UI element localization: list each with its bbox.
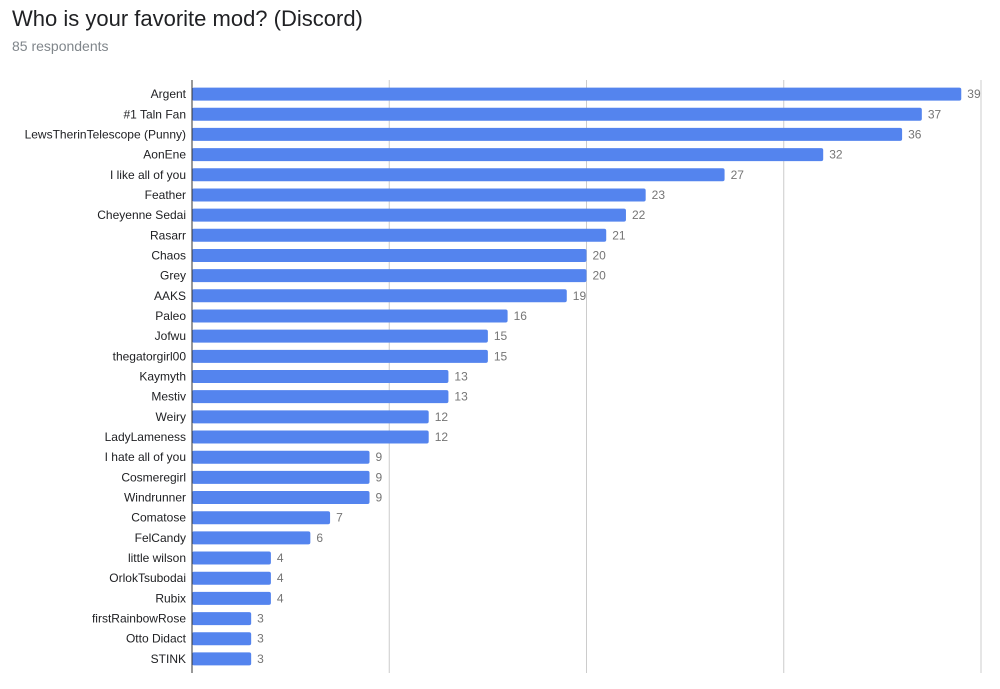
- bar: [192, 410, 429, 424]
- bar: [192, 591, 271, 605]
- category-label: Cheyenne Sedai: [97, 208, 186, 222]
- value-label: 9: [376, 450, 383, 464]
- category-label: Jofwu: [155, 329, 186, 343]
- category-label: Comatose: [131, 511, 186, 525]
- bar: [192, 511, 331, 525]
- value-label: 12: [435, 410, 449, 424]
- category-label: I like all of you: [110, 168, 186, 182]
- bar: [192, 188, 646, 202]
- bar: [192, 148, 824, 162]
- value-label: 15: [494, 349, 508, 363]
- bar: [192, 228, 607, 242]
- category-label: #1 Taln Fan: [124, 107, 187, 121]
- value-label: 6: [316, 531, 323, 545]
- category-label: Rasarr: [150, 228, 186, 242]
- category-label: LadyLameness: [105, 430, 186, 444]
- category-label: Argent: [151, 87, 187, 101]
- chart-title: Who is your favorite mod? (Discord): [12, 6, 363, 31]
- category-label: Paleo: [155, 309, 186, 323]
- category-label: Otto Didact: [126, 632, 187, 646]
- bar: [192, 430, 429, 444]
- labels: Argent 39#1 Taln Fan 37LewsTherinTelescope…: [25, 87, 981, 666]
- value-label: 4: [277, 571, 284, 585]
- category-label: Cosmeregirl: [121, 470, 186, 484]
- category-label: I hate all of you: [105, 450, 186, 464]
- value-label: 20: [593, 248, 607, 262]
- value-label: 13: [454, 390, 468, 404]
- value-label: 4: [277, 591, 284, 605]
- value-label: 4: [277, 551, 284, 565]
- value-label: 9: [376, 470, 383, 484]
- value-label: 19: [573, 289, 587, 303]
- bars: [192, 87, 962, 666]
- category-label: STINK: [151, 652, 186, 666]
- value-label: 7: [336, 511, 343, 525]
- category-label: FelCandy: [135, 531, 186, 545]
- category-label: Weiry: [156, 410, 186, 424]
- value-label: 12: [435, 430, 449, 444]
- bar: [192, 127, 903, 141]
- value-label: 3: [257, 612, 264, 626]
- bar: [192, 571, 271, 585]
- bar: [192, 470, 370, 484]
- bar: [192, 168, 725, 182]
- bar: [192, 551, 271, 565]
- bar: [192, 87, 962, 101]
- value-label: 39: [967, 87, 981, 101]
- bar: [192, 491, 370, 505]
- value-label: 3: [257, 632, 264, 646]
- bar: [192, 329, 488, 343]
- bar: [192, 107, 922, 121]
- bar: [192, 531, 311, 545]
- bar: [192, 309, 508, 323]
- bar: [192, 612, 252, 626]
- respondent-count: 85 respondents: [12, 38, 109, 54]
- category-label: little wilson: [128, 551, 186, 565]
- category-label: AAKS: [154, 289, 186, 303]
- category-label: Grey: [160, 269, 186, 283]
- value-label: 22: [632, 208, 646, 222]
- category-label: Mestiv: [151, 390, 186, 404]
- bar: [192, 349, 488, 363]
- value-label: 27: [731, 168, 745, 182]
- category-label: Feather: [145, 188, 186, 202]
- category-label: OrlokTsubodai: [109, 571, 186, 585]
- bar: [192, 632, 252, 646]
- bar: [192, 450, 370, 464]
- bar: [192, 208, 626, 222]
- value-label: 3: [257, 652, 264, 666]
- value-label: 9: [376, 491, 383, 505]
- category-label: Windrunner: [124, 491, 186, 505]
- category-label: Chaos: [151, 248, 186, 262]
- bar: [192, 390, 449, 404]
- value-label: 15: [494, 329, 508, 343]
- bar: [192, 370, 449, 383]
- category-label: LewsTherinTelescope (Punny): [25, 127, 186, 141]
- value-label: 37: [928, 107, 942, 121]
- value-label: 13: [454, 370, 468, 384]
- value-label: 32: [829, 148, 843, 162]
- bar: [192, 269, 587, 283]
- category-label: Kaymyth: [139, 370, 186, 384]
- bar: [192, 248, 587, 262]
- bar: [192, 652, 252, 666]
- bar: [192, 289, 567, 303]
- value-label: 20: [593, 269, 607, 283]
- value-label: 21: [612, 228, 626, 242]
- category-label: AonEne: [143, 148, 186, 162]
- value-label: 36: [908, 127, 922, 141]
- value-label: 16: [514, 309, 528, 323]
- category-label: firstRainbowRose: [92, 612, 186, 626]
- category-label: Rubix: [155, 591, 186, 605]
- category-label: thegatorgirl00: [113, 349, 187, 363]
- value-label: 23: [652, 188, 666, 202]
